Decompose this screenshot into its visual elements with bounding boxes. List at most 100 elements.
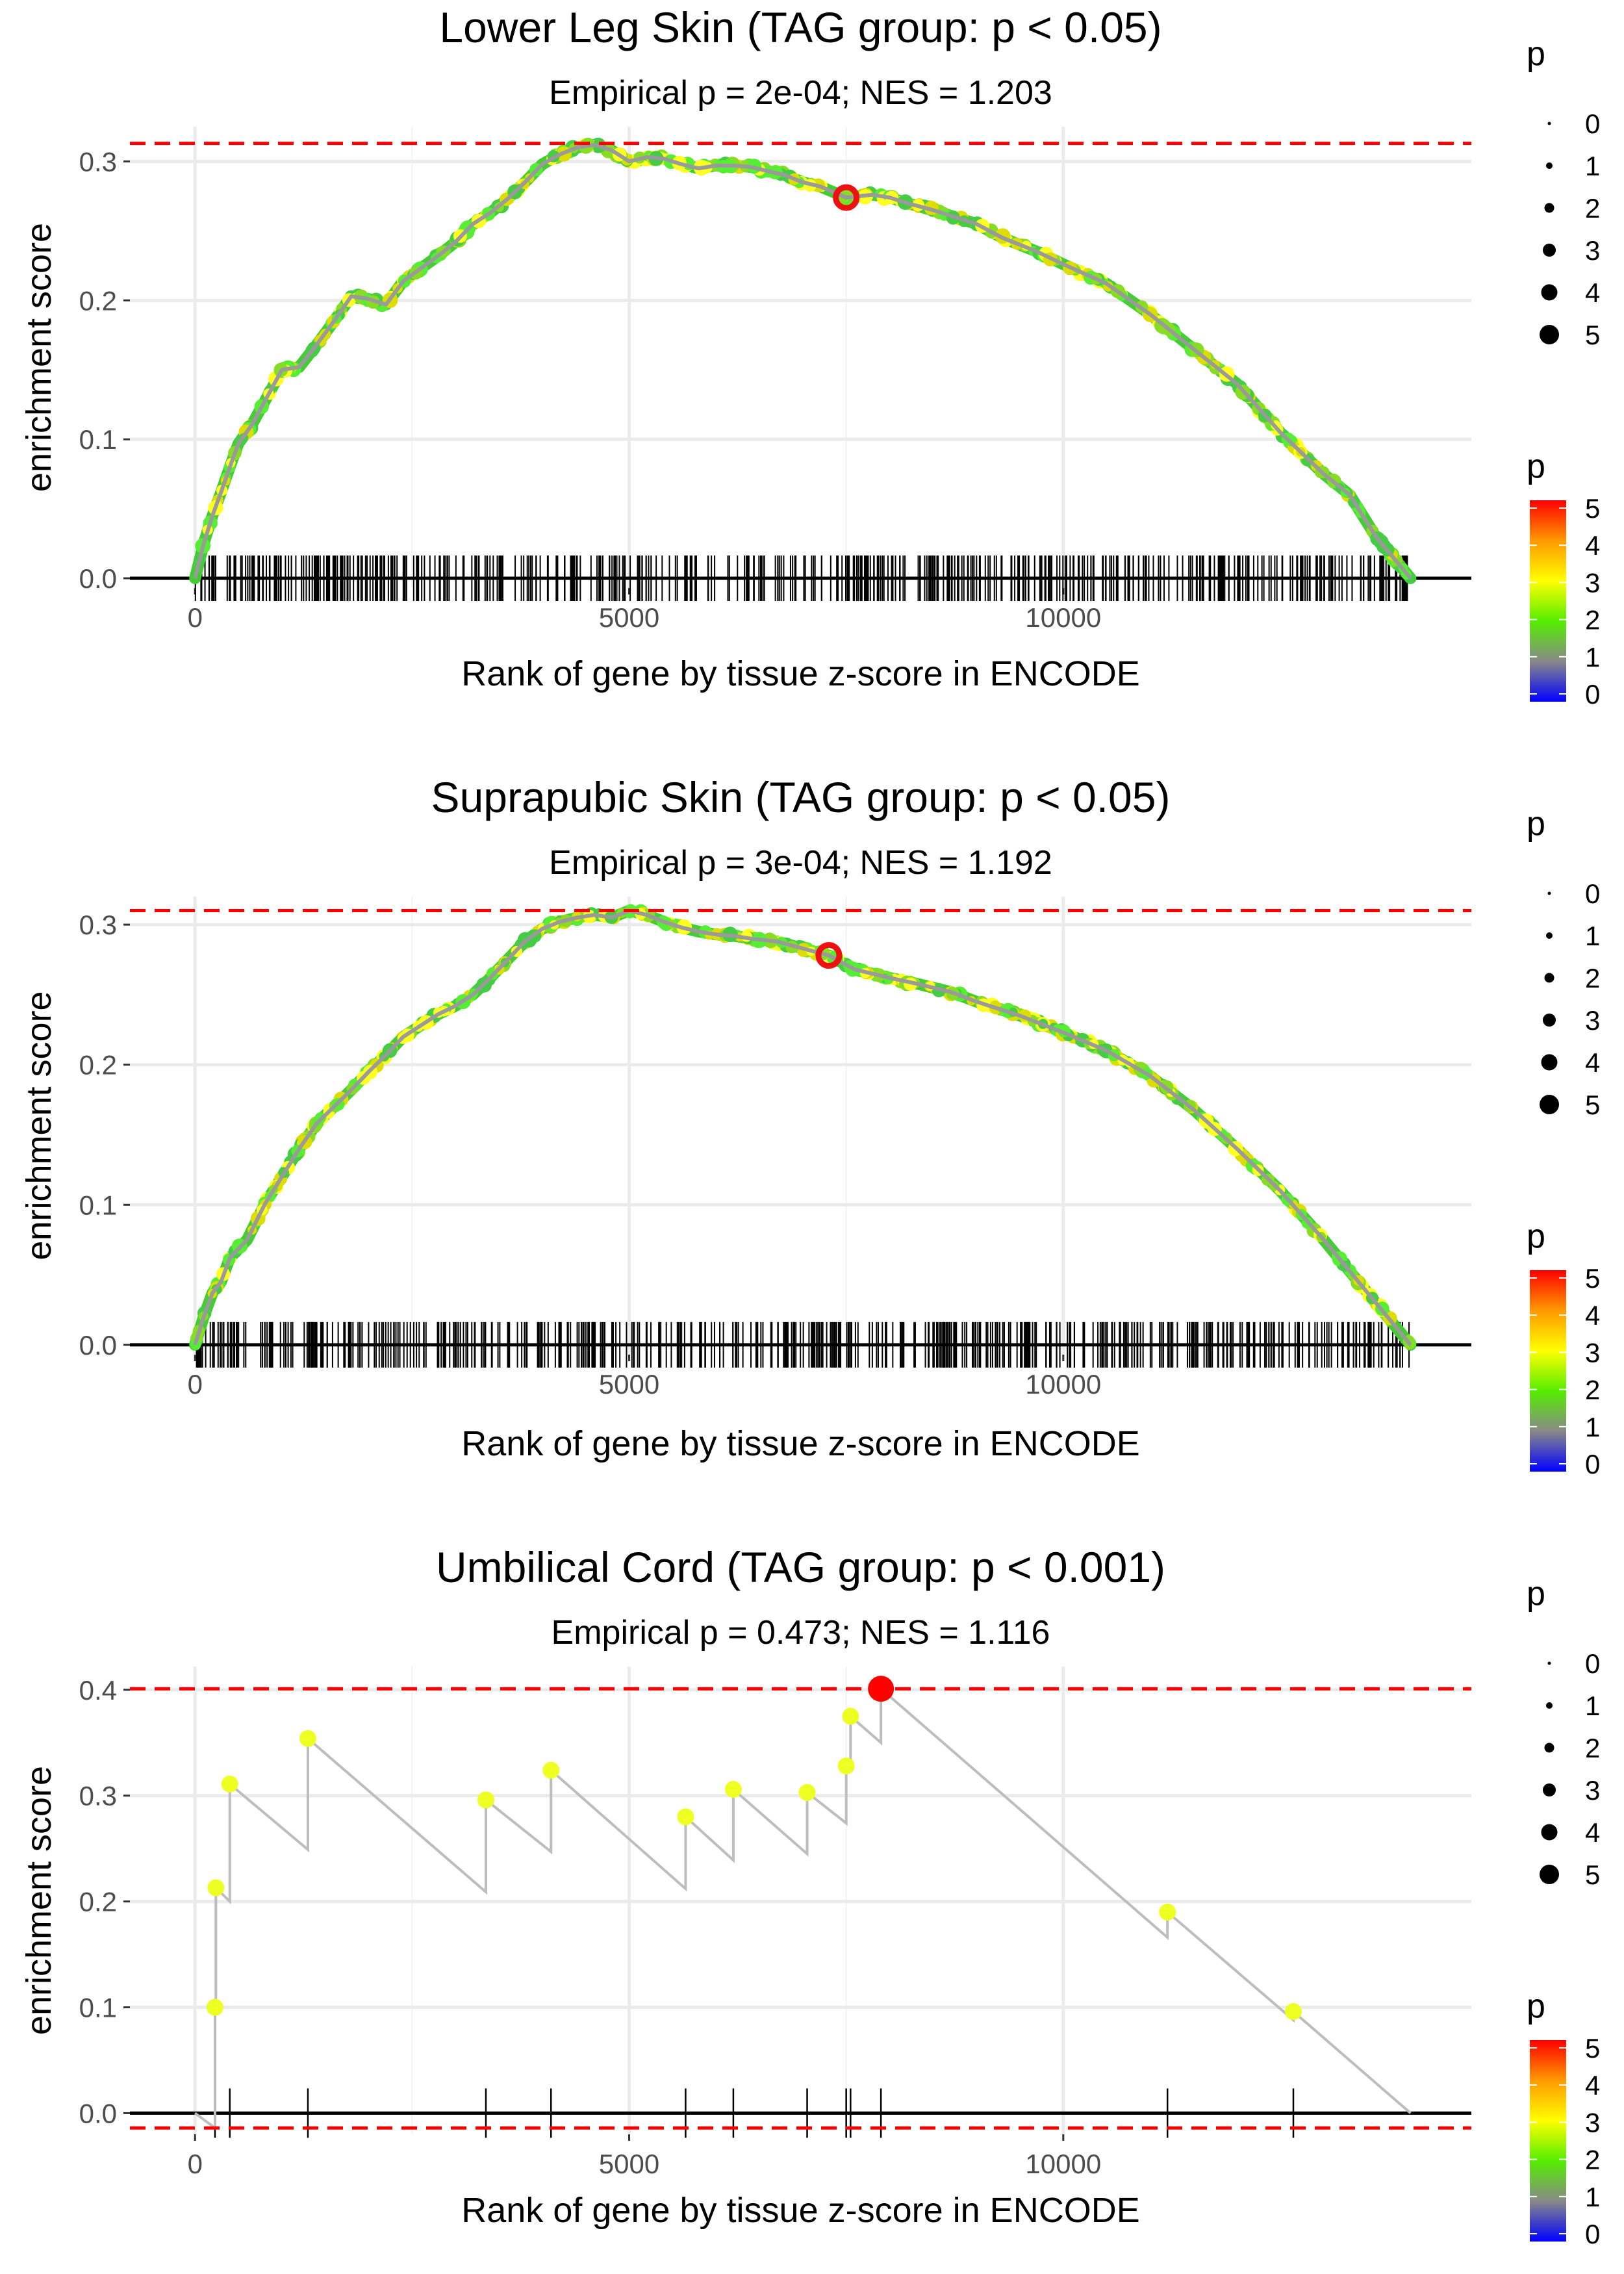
size-legend-title: p	[1527, 805, 1545, 843]
chart-title: Lower Leg Skin (TAG group: p < 0.05)	[439, 3, 1161, 51]
color-legend-title: p	[1527, 448, 1545, 485]
size-legend-key	[1544, 973, 1554, 983]
gene-point	[206, 1999, 223, 2016]
size-legend-key	[1546, 162, 1553, 169]
x-tick-label: 0	[188, 2149, 203, 2179]
x-tick-label: 10000	[1025, 602, 1101, 633]
color-legend-label: 3	[1585, 567, 1600, 598]
panel-1: Lower Leg Skin (TAG group: p < 0.05) Empi…	[19, 3, 1600, 709]
color-legend-label: 1	[1585, 1412, 1600, 1442]
panel-3: Umbilical Cord (TAG group: p < 0.001) Emp…	[19, 1543, 1600, 2249]
color-legend: p 5 4 3 2 1 0	[1527, 1218, 1600, 1479]
size-legend-key	[1541, 1054, 1558, 1071]
color-legend-bar	[1530, 500, 1566, 702]
color-legend-label: 0	[1585, 2219, 1600, 2249]
color-legend-label: 2	[1585, 1375, 1600, 1405]
size-legend-label: 1	[1585, 151, 1600, 181]
gene-point	[798, 1783, 816, 1801]
size-legend-key	[1547, 121, 1551, 125]
chart-title: Suprapubic Skin (TAG group: p < 0.05)	[431, 773, 1171, 821]
size-legend-label: 1	[1585, 1691, 1600, 1721]
x-tick-label: 0	[188, 602, 203, 633]
y-tick-label: 0.0	[79, 563, 117, 594]
size-legend-key	[1540, 325, 1559, 344]
size-legend: p 0 1 2 3 4 5	[1527, 1575, 1600, 1890]
enrichment-curve	[194, 1685, 1412, 2131]
size-legend-key	[1547, 1661, 1551, 1665]
color-legend: p 5 4 3 2 1 0	[1527, 448, 1600, 709]
color-legend-label: 5	[1585, 493, 1600, 524]
chart-title: Umbilical Cord (TAG group: p < 0.001)	[436, 1543, 1165, 1591]
size-legend: p 0 1 2 3 4 5	[1527, 805, 1600, 1120]
size-legend-label: 2	[1585, 193, 1600, 224]
enrichment-curve	[193, 142, 1412, 580]
color-legend-label: 1	[1585, 2182, 1600, 2212]
y-tick-label: 0.1	[79, 1190, 117, 1220]
gene-point	[837, 1757, 855, 1775]
x-tick-label: 5000	[599, 2149, 659, 2179]
panel-2: Suprapubic Skin (TAG group: p < 0.05) Emp…	[19, 773, 1600, 1479]
size-legend-title: p	[1527, 35, 1545, 73]
gene-point	[1159, 1903, 1176, 1921]
y-axis-label: enrichment score	[19, 991, 58, 1260]
y-tick-label: 0.2	[79, 1050, 117, 1080]
color-legend-label: 0	[1585, 1449, 1600, 1479]
gene-point	[842, 1707, 859, 1725]
size-legend-key	[1541, 1824, 1558, 1841]
size-legend-label: 3	[1585, 1775, 1600, 1806]
color-legend: p 5 4 3 2 1 0	[1527, 1987, 1600, 2249]
size-legend-key	[1546, 932, 1553, 939]
y-axis-label: enrichment score	[19, 1766, 58, 2035]
x-tick-label: 5000	[599, 1369, 659, 1399]
gene-point	[677, 1808, 694, 1826]
y-tick-label: 0.3	[79, 910, 117, 940]
enrichment-curve-halo	[189, 904, 1417, 1351]
x-tick-label: 0	[188, 1369, 203, 1399]
color-legend-label: 4	[1585, 530, 1600, 561]
color-legend-label: 5	[1585, 2033, 1600, 2063]
color-legend-label: 5	[1585, 1263, 1600, 1294]
size-legend-label: 2	[1585, 963, 1600, 993]
chart-subtitle: Empirical p = 2e-04; NES = 1.203	[549, 74, 1052, 112]
x-tick-label: 10000	[1025, 2149, 1101, 2179]
size-legend-label: 0	[1585, 878, 1600, 909]
color-legend-label: 2	[1585, 605, 1600, 635]
x-axis-label: Rank of gene by tissue z-score in ENCODE	[461, 2191, 1139, 2230]
y-tick-label: 0.0	[79, 1330, 117, 1361]
size-legend-key	[1544, 1743, 1554, 1753]
size-legend-label: 4	[1585, 1817, 1600, 1848]
color-legend-title: p	[1527, 1987, 1545, 2025]
size-legend-key	[1540, 1865, 1559, 1884]
size-legend-key	[1543, 244, 1556, 257]
y-tick-label: 0.3	[79, 1781, 117, 1811]
color-legend-bar	[1530, 1270, 1566, 1472]
y-tick-label: 0.1	[79, 424, 117, 455]
y-tick-label: 0.2	[79, 1887, 117, 1917]
color-legend-label: 2	[1585, 2145, 1600, 2175]
size-legend-label: 5	[1585, 1090, 1600, 1120]
size-legend-label: 4	[1585, 277, 1600, 308]
x-tick-label: 5000	[599, 602, 659, 633]
gene-point	[542, 1761, 560, 1779]
size-legend-label: 3	[1585, 235, 1600, 266]
x-tick-label: 10000	[1025, 1369, 1101, 1399]
y-tick-label: 0.1	[79, 1993, 117, 2023]
size-legend-label: 1	[1585, 921, 1600, 951]
peak-marker	[815, 942, 843, 969]
y-tick-label: 0.2	[79, 285, 117, 316]
size-legend-key	[1543, 1014, 1556, 1027]
size-legend-label: 5	[1585, 1859, 1600, 1890]
size-legend-label: 0	[1585, 1648, 1600, 1679]
y-tick-label: 0.0	[79, 2098, 117, 2128]
size-legend: p 0 1 2 3 4 5	[1527, 35, 1600, 350]
color-legend-label: 3	[1585, 2107, 1600, 2138]
gene-point	[299, 1730, 316, 1747]
gene-point	[221, 1775, 238, 1793]
size-legend-key	[1541, 284, 1558, 301]
gene-point	[207, 1879, 225, 1897]
size-legend-label: 0	[1585, 109, 1600, 139]
size-legend-key	[1543, 1783, 1556, 1796]
gridlines	[130, 1667, 1471, 2134]
peak-marker	[833, 184, 860, 211]
y-tick-label: 0.3	[79, 146, 117, 177]
